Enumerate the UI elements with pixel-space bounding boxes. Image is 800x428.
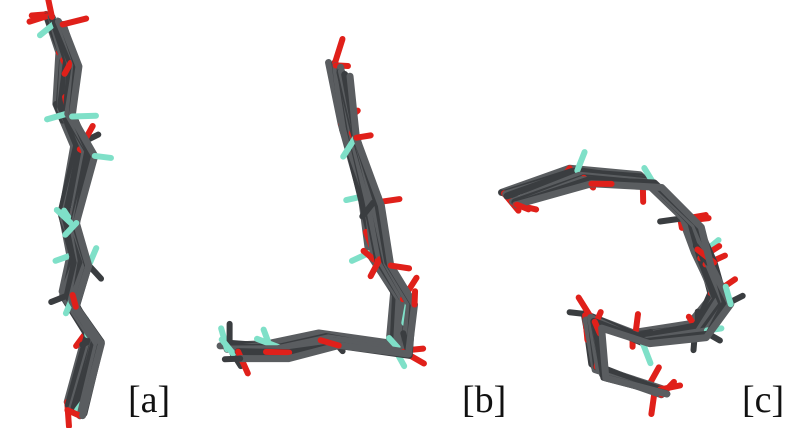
side-chain: [391, 266, 409, 269]
side-chain: [570, 312, 585, 314]
side-chain: [266, 352, 289, 353]
side-chain: [95, 156, 111, 158]
panel-label: [c]: [742, 379, 784, 421]
side-chain: [225, 359, 240, 360]
panel-label: [b]: [462, 379, 506, 421]
side-chain: [356, 135, 370, 137]
side-chain: [73, 295, 76, 307]
figure: [a] [b] [c]: [0, 0, 800, 428]
side-chain: [72, 116, 96, 117]
panel-label: [a]: [128, 379, 170, 421]
side-chain: [415, 291, 416, 304]
